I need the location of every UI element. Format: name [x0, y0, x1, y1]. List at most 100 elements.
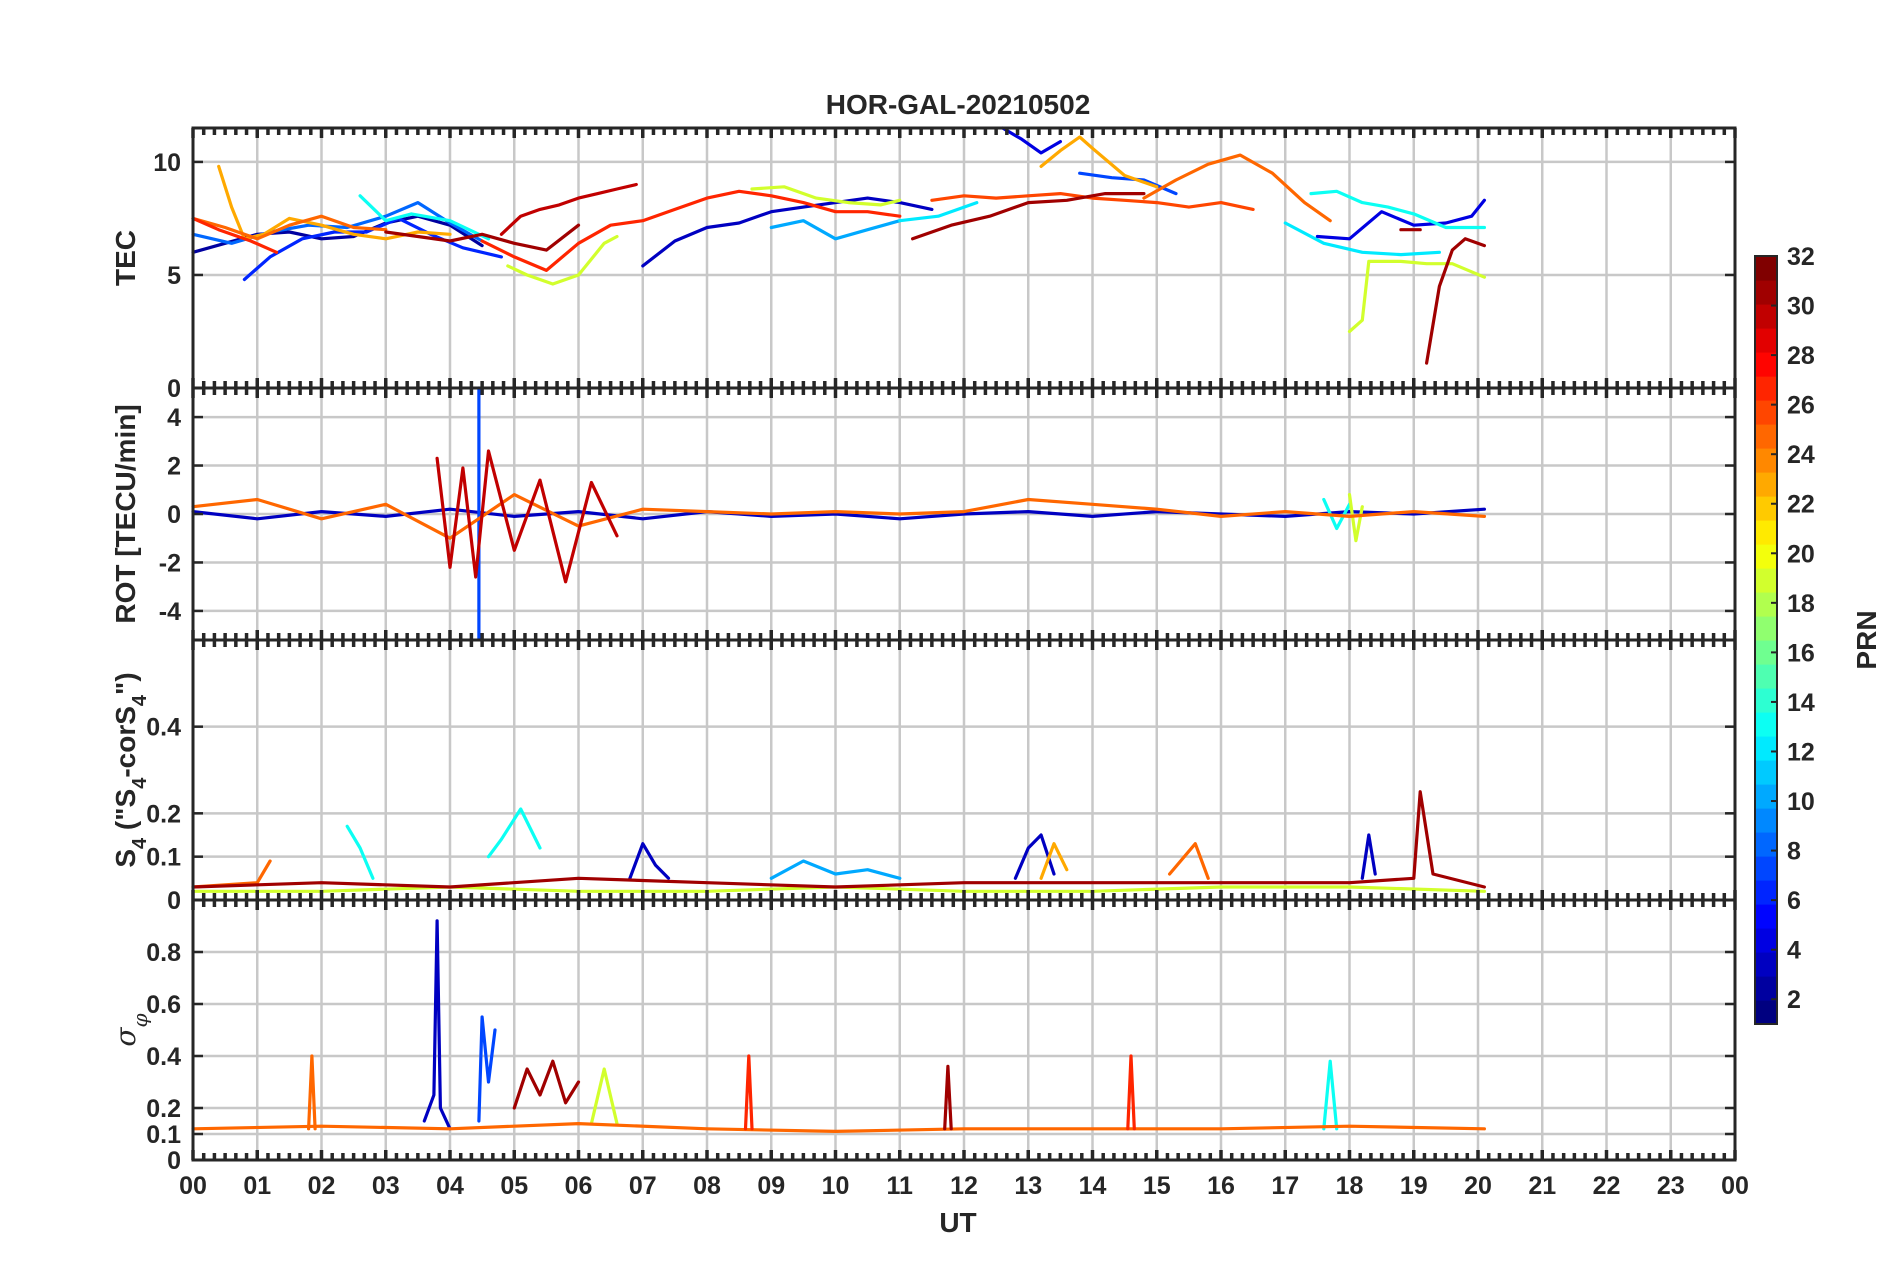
series-line-prn-3 [628, 842, 671, 880]
y-axis-title-part: ") [110, 672, 141, 695]
series-line-prn-19 [1347, 259, 1487, 334]
series-line-prn-31 [384, 223, 581, 252]
y-tick-label: 0.8 [146, 939, 181, 967]
y-axis-title-subscript: 4 [129, 777, 151, 789]
y-axis-title-sigma: σ [109, 1027, 142, 1047]
colorbar-swatch [1755, 328, 1777, 353]
x-tick-label: 13 [1014, 1172, 1042, 1200]
series-line-prn-27 [743, 1054, 754, 1131]
panel-sigma: 00.10.2 0.4 0.6 0.8 σφ [109, 898, 1737, 1175]
colorbar-tick-label: 32 [1787, 243, 1815, 271]
colorbar-swatch [1755, 352, 1777, 377]
series-line-prn-12 [1283, 221, 1442, 257]
y-tick-label: 10 [153, 149, 181, 177]
y-tick-label: 0.2 [146, 800, 181, 828]
colorbar-swatch [1755, 664, 1777, 689]
series-line-prn-12 [898, 201, 979, 223]
colorbar-swatch [1755, 568, 1777, 593]
colorbar-swatch [1755, 616, 1777, 641]
series-group-sigma [191, 919, 1487, 1134]
series-line-prn-13 [1309, 189, 1487, 230]
x-tick-label: 04 [436, 1172, 464, 1200]
y-axis-title-sigma: σφ [109, 1013, 152, 1046]
series-line-prn-30 [499, 182, 638, 236]
colorbar-swatch [1755, 784, 1777, 809]
colorbar-tick-label: 12 [1787, 738, 1815, 766]
series-line-prn-30 [435, 449, 619, 584]
series-group-tec [191, 126, 1487, 365]
colorbar-swatch [1755, 976, 1777, 1001]
x-tick-label: 01 [243, 1172, 271, 1200]
y-axis-title-subscript: 4 [129, 694, 151, 706]
y-tick-label: 0.1 [146, 1121, 181, 1149]
y-tick-label: 0 [167, 887, 181, 915]
series-line-prn-3 [422, 919, 452, 1131]
colorbar-swatch [1755, 424, 1777, 449]
panel-tec: 0 5 10 TEC [110, 126, 1737, 403]
series-line-prn-31 [191, 790, 1487, 889]
colorbar-tick-label: 28 [1787, 342, 1815, 370]
colorbar-swatch [1755, 736, 1777, 761]
y-tick-label: 2 [167, 453, 181, 481]
colorbar-swatch [1755, 904, 1777, 929]
x-tick-label: 16 [1207, 1172, 1235, 1200]
series-line-prn-25 [191, 1121, 1487, 1134]
x-tick-labels: 00 01 02 03 04 05 06 07 08 09 10 11 12 13 14 15 16 17 18 19… [179, 1172, 1749, 1200]
y-tick-label: -2 [159, 549, 181, 577]
colorbar-swatch [1755, 1000, 1777, 1025]
series-line-prn-31 [1424, 237, 1487, 365]
series-line-prn-26 [930, 192, 1255, 211]
y-axis-title-phi: φ [128, 1013, 152, 1027]
colorbar-tick-label: 4 [1787, 937, 1801, 965]
panel-rot: -4 -2 0 2 4 ROT [TECU/min] [110, 386, 1737, 642]
x-tick-label: 00 [1721, 1172, 1749, 1200]
y-axis-title-rot: ROT [TECU/min] [110, 404, 141, 623]
series-line-prn-27 [480, 189, 902, 272]
x-tick-label: 05 [500, 1172, 528, 1200]
colorbar-title: PRN [1851, 610, 1882, 669]
colorbar-tick-label: 30 [1787, 293, 1815, 321]
colorbar-swatch [1755, 496, 1777, 521]
y-tick-label: 4 [167, 404, 181, 432]
y-tick-label: -4 [159, 598, 181, 626]
series-line-prn-3 [1360, 833, 1377, 880]
colorbar-border [1754, 255, 1778, 1025]
colorbar-swatch [1755, 544, 1777, 569]
colorbar-tick-label: 22 [1787, 491, 1815, 519]
x-tick-label: 14 [1079, 1172, 1107, 1200]
y-axis-title-part: -corS [110, 706, 141, 778]
colorbar-tick-label: 14 [1787, 689, 1815, 717]
series-line-prn-25 [307, 1054, 317, 1131]
colorbar-tick-label: 26 [1787, 392, 1815, 420]
series-line-prn-4 [1000, 126, 1063, 155]
x-tick-label: 10 [822, 1172, 850, 1200]
colorbar-tick-label: 16 [1787, 639, 1815, 667]
x-tick-label: 19 [1400, 1172, 1428, 1200]
colorbar-swatch [1755, 928, 1777, 953]
colorbar-swatch [1755, 688, 1777, 713]
series-line-prn-13 [1322, 497, 1352, 531]
series-line-prn-25 [191, 493, 1487, 540]
chart-title: HOR-GAL-20210502 [826, 89, 1091, 120]
x-tick-label: 06 [565, 1172, 593, 1200]
y-axis-title-part: ("S [110, 789, 141, 838]
series-line-prn-4 [1315, 198, 1487, 241]
y-tick-label: 0 [167, 375, 181, 403]
colorbar-swatch [1755, 376, 1777, 401]
colorbar-tick-label: 18 [1787, 590, 1815, 618]
x-tick-label: 12 [950, 1172, 978, 1200]
y-tick-label: 5 [167, 262, 181, 290]
series-line-prn-27 [191, 216, 279, 254]
colorbar-tick-label: 2 [1787, 986, 1801, 1014]
x-tick-label: 03 [372, 1172, 400, 1200]
series-line-prn-13 [345, 824, 375, 880]
series-line-prn-19 [1347, 493, 1364, 543]
y-tick-label: 0.2 [146, 1095, 181, 1123]
panel-border [191, 898, 1737, 1162]
series-line-prn-7 [477, 1015, 497, 1123]
colorbar-swatch [1755, 304, 1777, 329]
colorbar-swatch [1755, 256, 1777, 281]
x-tick-label: 09 [757, 1172, 785, 1200]
